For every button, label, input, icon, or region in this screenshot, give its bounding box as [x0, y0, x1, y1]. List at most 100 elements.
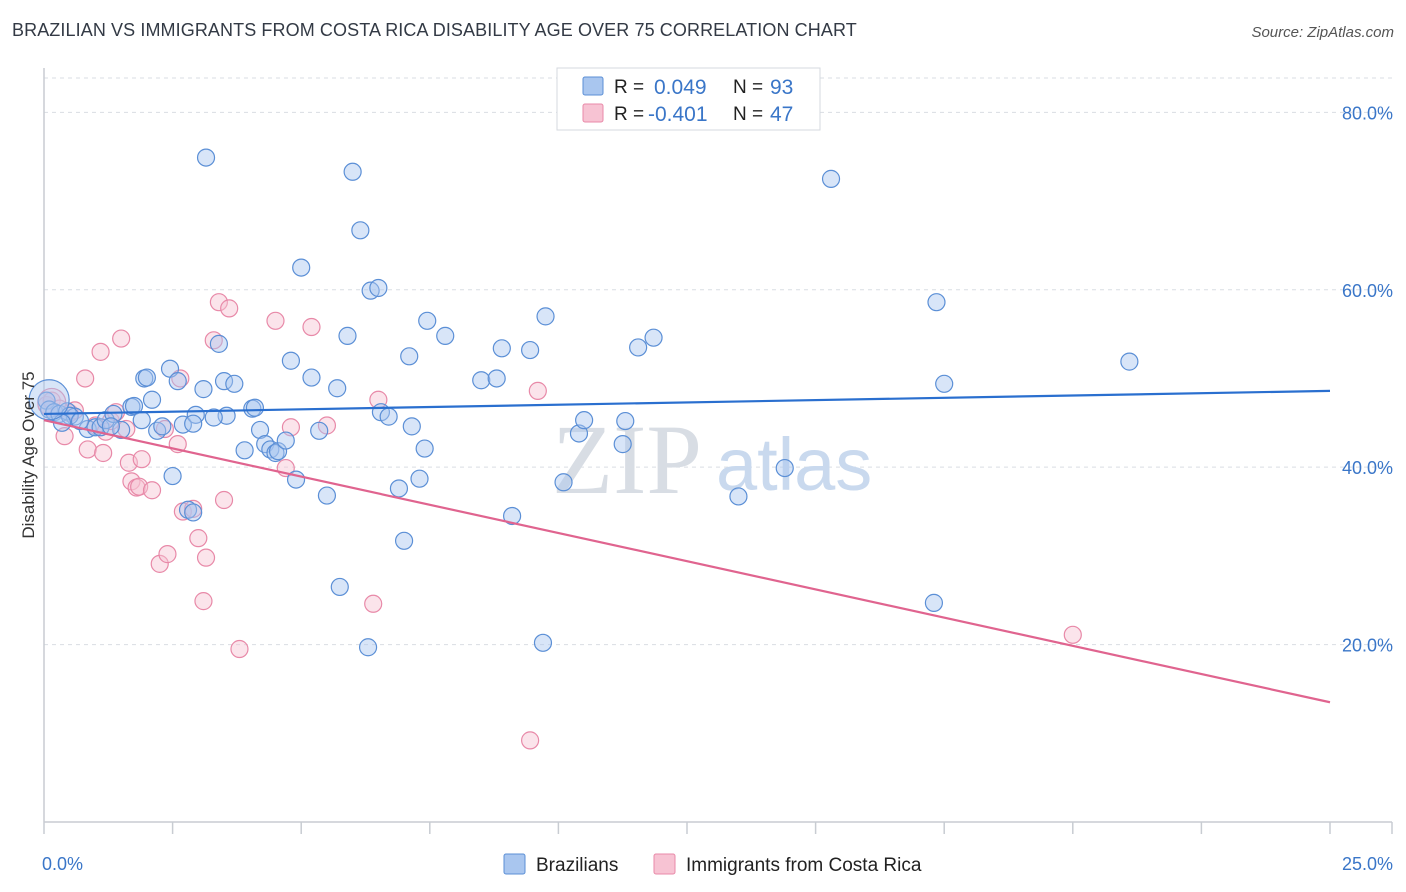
brazilian-point [343, 162, 362, 181]
brazilian-point [369, 278, 388, 298]
brazilian-point [521, 340, 540, 360]
brazilian-point [472, 371, 491, 390]
y-tick-label: 40.0% [1342, 458, 1393, 478]
brazilian-point [163, 466, 182, 486]
bottom-legend-brazilians: Brazilians [536, 855, 618, 876]
brazilian-point [317, 486, 337, 505]
costa-rica-point [302, 317, 321, 337]
costa-rica-point [76, 369, 95, 388]
brazilian-point [415, 439, 434, 458]
brazilian-point [266, 443, 285, 463]
brazilian-point [281, 351, 301, 370]
brazilian-point [204, 408, 223, 427]
watermark-zip: ZIP [552, 404, 702, 515]
brazilians-trend-line [43, 389, 1331, 416]
brazilian-point [410, 469, 429, 488]
brazilian-point [302, 368, 321, 387]
y-tick-label: 20.0% [1342, 636, 1393, 656]
axes [43, 68, 1393, 834]
costa-rica-point [55, 427, 74, 446]
brazilian-point [935, 374, 954, 393]
brazilian-point [487, 369, 506, 388]
costa-rica-trend-line [43, 419, 1331, 704]
brazilian-point [554, 473, 573, 492]
costa-rica-point [209, 293, 228, 312]
bottom-legend-costa-rica: Immigrants from Costa Rica [686, 855, 922, 876]
brazilian-point [338, 326, 357, 345]
brazilian-point [775, 458, 794, 478]
legend-r-value-1: 0.049 [654, 76, 707, 99]
costa-rica-point [94, 443, 113, 463]
costa-rica-point [112, 329, 131, 348]
brazilian-point [536, 307, 555, 326]
brazilian-point [142, 390, 162, 409]
brazilian-point [402, 417, 421, 436]
brazilian-point [209, 334, 228, 353]
brazilian-point [330, 577, 349, 597]
brazilian-point [214, 372, 234, 391]
brazilian-point [101, 417, 120, 436]
series-brazilians-points [28, 148, 1139, 657]
brazilian-point [137, 368, 156, 387]
costa-rica-point [91, 342, 110, 361]
brazilian-point [924, 593, 944, 612]
legend-box: R = 0.049 N = 93 R = -0.401 N = 47 [556, 67, 821, 131]
brazilian-point [245, 398, 265, 417]
costa-rica-point [196, 548, 216, 567]
brazilian-point [358, 638, 378, 657]
costa-rica-point [521, 731, 540, 750]
brazilian-point [235, 441, 254, 460]
brazilian-point [629, 338, 648, 357]
brazilian-point [328, 379, 347, 398]
costa-rica-point [204, 331, 223, 350]
costa-rica-point [78, 440, 97, 459]
bottom-legend-swatch-blue [503, 853, 526, 875]
brazilian-point [196, 148, 216, 167]
brazilian-point [153, 417, 172, 436]
brazilian-point [644, 328, 663, 347]
bottom-legend-swatch-pink [653, 853, 676, 875]
costa-rica-point [142, 481, 162, 500]
brazilian-point [168, 372, 187, 391]
costa-rica-point [364, 594, 383, 613]
brazilian-point [1120, 352, 1139, 371]
brazilian-point [436, 326, 455, 345]
costa-rica-point [230, 639, 249, 659]
y-tick-label: 60.0% [1342, 281, 1393, 301]
legend-n-label-1: N = [733, 77, 763, 98]
trend-lines [43, 389, 1331, 704]
y-tick-labels: 20.0% 40.0% 60.0% 80.0% [1342, 103, 1393, 655]
brazilian-point [310, 421, 329, 440]
costa-rica-point [214, 490, 234, 510]
costa-rica-point [189, 529, 208, 548]
brazilian-point [379, 407, 398, 426]
costa-rica-point [1063, 625, 1082, 644]
legend-swatch-pink [582, 103, 604, 123]
watermark: ZIP atlas [552, 404, 872, 515]
brazilian-point [225, 374, 244, 393]
brazilian-point [616, 411, 635, 431]
y-tick-label: 80.0% [1342, 103, 1393, 123]
legend-r-label-1: R = [614, 77, 644, 98]
brazilian-point [418, 311, 437, 330]
brazilian-point [351, 221, 370, 240]
source-label: Source: ZipAtlas.com [1251, 24, 1394, 41]
costa-rica-point [158, 545, 177, 564]
brazilian-point [533, 633, 553, 652]
x-tick-labels: 0.0% 25.0% [42, 854, 1393, 874]
legend-n-value-1: 93 [770, 76, 793, 99]
x-tick-label: 25.0% [1342, 854, 1393, 874]
costa-rica-point [150, 554, 169, 573]
brazilian-point [112, 420, 131, 440]
brazilian-point [821, 169, 841, 188]
brazilian-point [729, 487, 748, 506]
legend-n-value-2: 47 [770, 103, 793, 126]
chart-title: BRAZILIAN VS IMMIGRANTS FROM COSTA RICA … [12, 20, 857, 40]
legend-n-label-2: N = [733, 104, 763, 125]
costa-rica-point [528, 381, 547, 400]
legend-r-label-2: R = [614, 104, 644, 125]
brazilian-point [292, 258, 311, 277]
brazilian-point [184, 503, 203, 522]
x-tick-label: 0.0% [42, 854, 83, 874]
brazilian-point [124, 396, 144, 416]
